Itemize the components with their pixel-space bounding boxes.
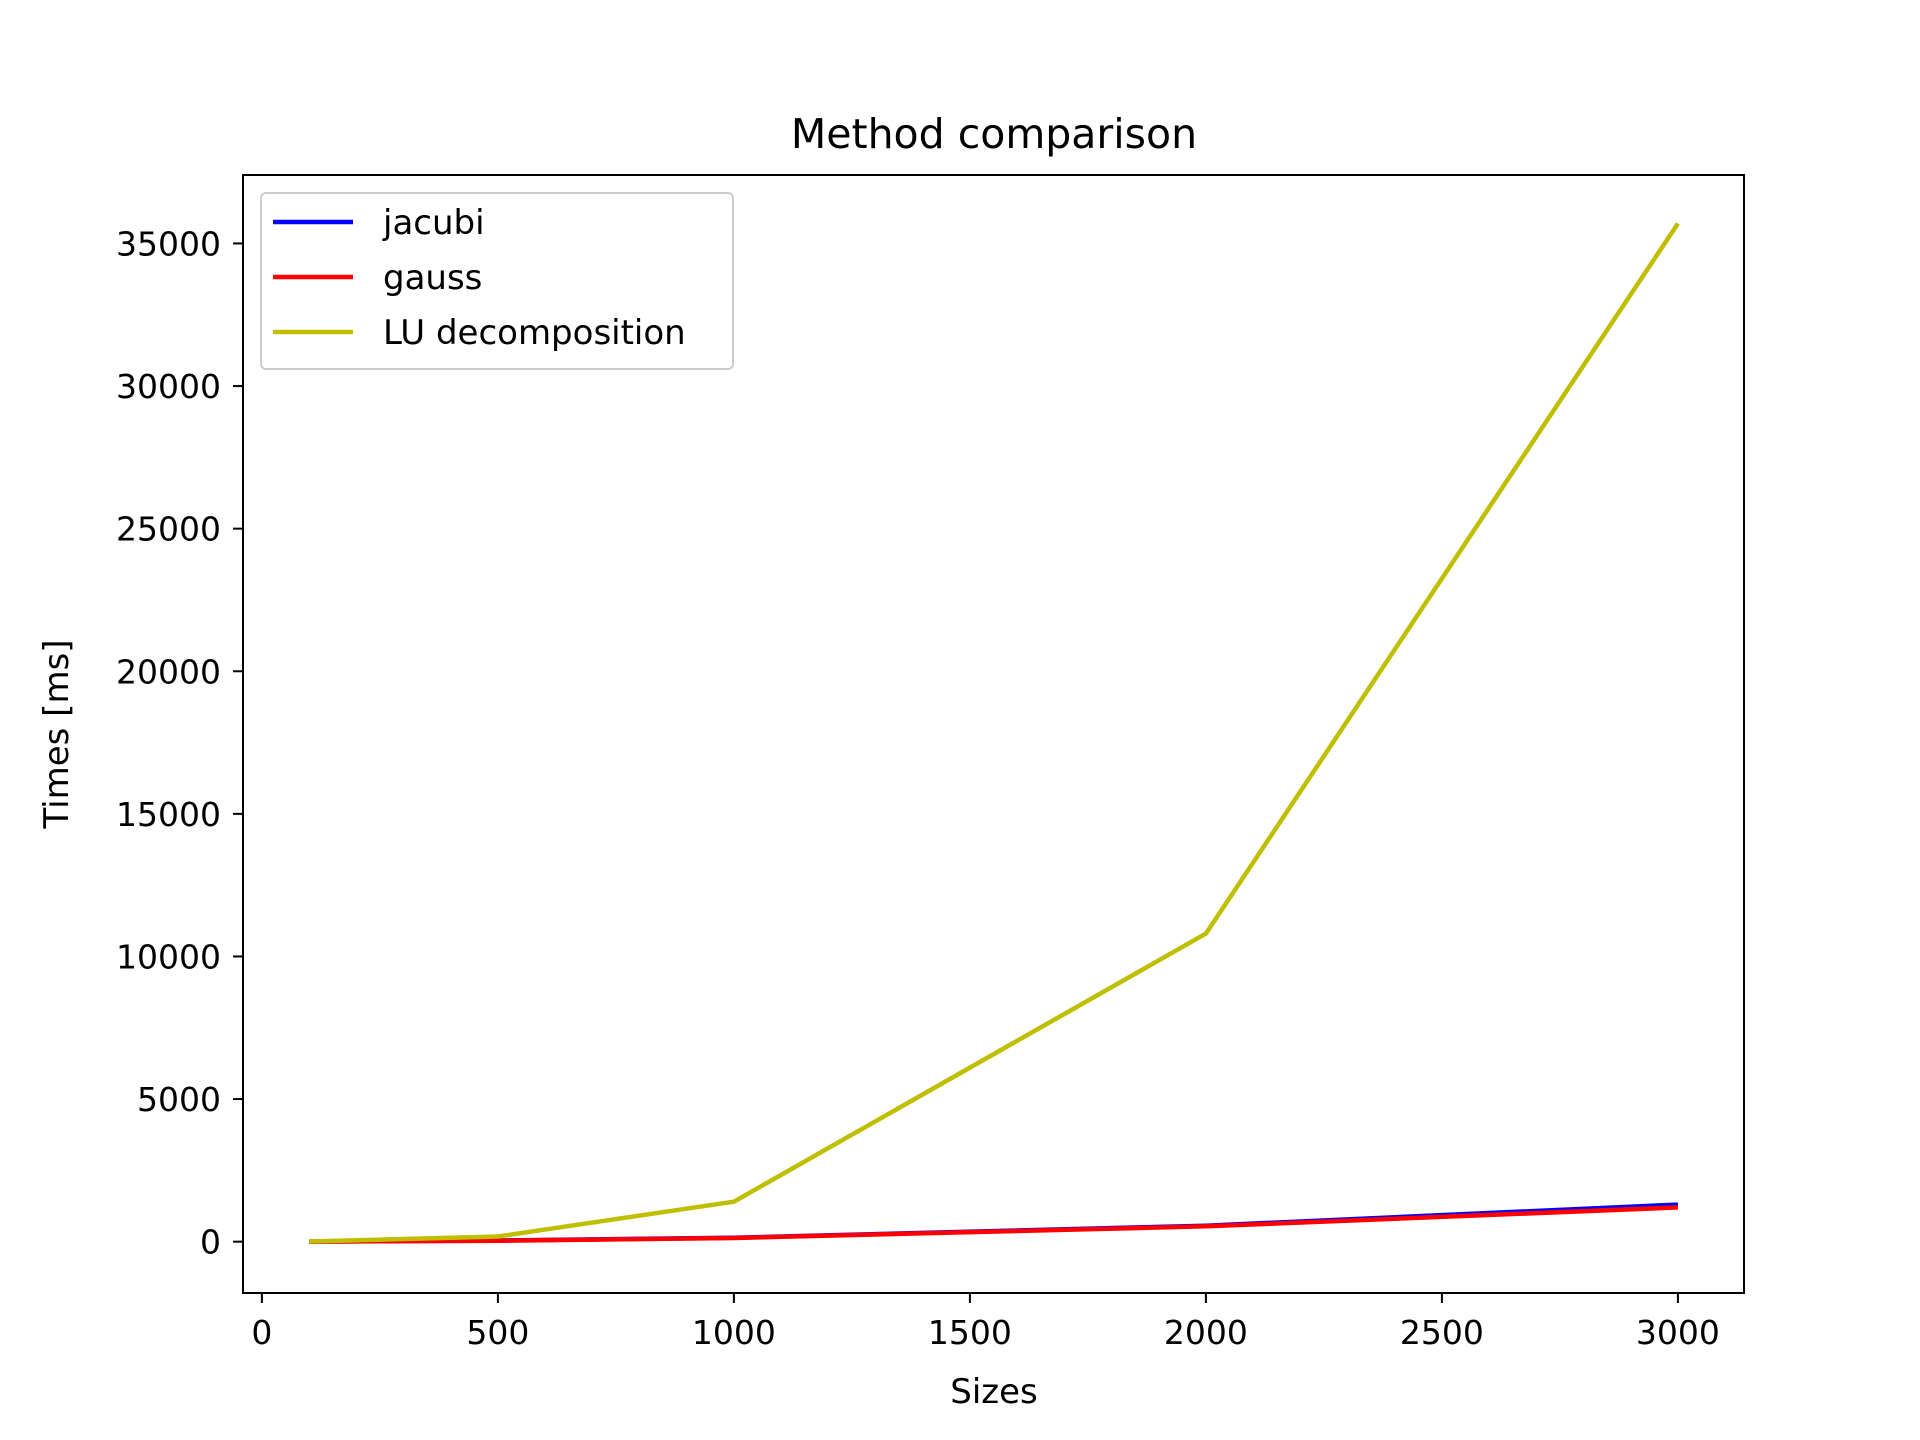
y-tick-label: 5000 <box>137 1080 221 1119</box>
series-layer <box>309 222 1680 1244</box>
x-axis: 0 500 1000 1500 2000 2500 3000 <box>251 1293 1720 1352</box>
y-axis: 0 5000 10000 15000 20000 25000 30000 35000 <box>116 224 243 1262</box>
legend-label-jacubi: jacubi <box>382 203 485 243</box>
x-tick-label: 3000 <box>1636 1313 1720 1352</box>
y-tick-label: 10000 <box>116 937 221 976</box>
y-axis-label: Times [ms] <box>37 639 77 829</box>
x-axis-label: Sizes <box>950 1372 1038 1412</box>
x-tick-label: 2500 <box>1400 1313 1484 1352</box>
x-tick-label: 1000 <box>692 1313 776 1352</box>
y-tick-label: 0 <box>200 1223 221 1262</box>
plot-frame <box>242 174 1745 1294</box>
y-tick-label: 35000 <box>116 224 221 263</box>
y-tick-label: 25000 <box>116 510 221 549</box>
x-tick-label: 0 <box>251 1313 272 1352</box>
y-tick-label: 30000 <box>116 367 221 406</box>
x-tick-label: 500 <box>466 1313 529 1352</box>
legend-label-lu-decomposition: LU decomposition <box>383 313 686 353</box>
x-tick-label: 2000 <box>1164 1313 1248 1352</box>
legend-label-gauss: gauss <box>383 258 482 298</box>
legend-box <box>260 192 734 370</box>
chart-title: Method comparison <box>791 110 1197 158</box>
y-tick-label: 20000 <box>116 652 221 691</box>
y-tick-label: 15000 <box>116 795 221 834</box>
legend: jacubi gauss LU decomposition <box>260 192 734 370</box>
x-tick-label: 1500 <box>928 1313 1012 1352</box>
